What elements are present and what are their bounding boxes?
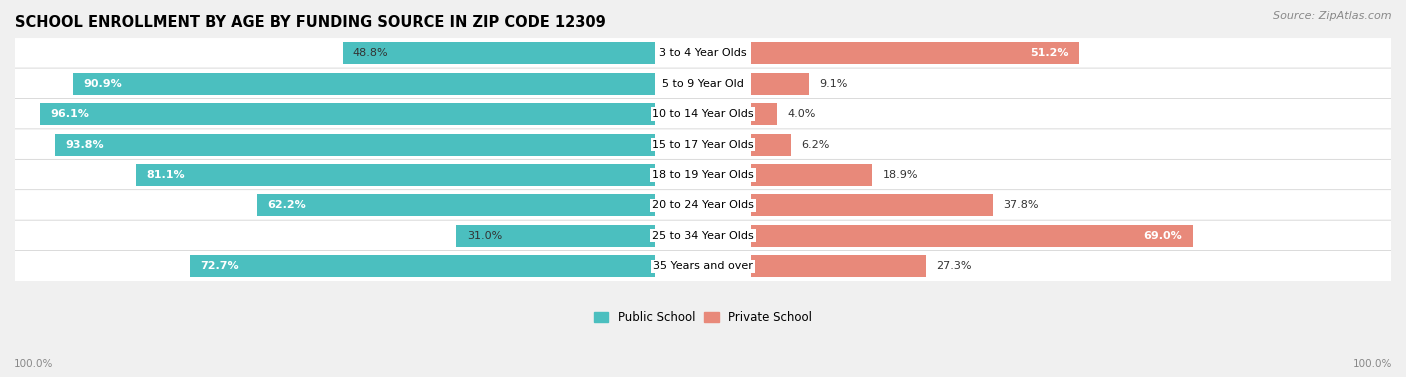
Text: 100.0%: 100.0% [14, 359, 53, 369]
Text: SCHOOL ENROLLMENT BY AGE BY FUNDING SOURCE IN ZIP CODE 12309: SCHOOL ENROLLMENT BY AGE BY FUNDING SOUR… [15, 15, 606, 30]
Text: 18 to 19 Year Olds: 18 to 19 Year Olds [652, 170, 754, 180]
FancyBboxPatch shape [4, 190, 1402, 221]
Text: 6.2%: 6.2% [801, 139, 830, 150]
Text: 25 to 34 Year Olds: 25 to 34 Year Olds [652, 231, 754, 241]
Text: 9.1%: 9.1% [820, 79, 848, 89]
Bar [751, 255, 925, 277]
Bar [751, 133, 790, 155]
FancyBboxPatch shape [4, 38, 1402, 69]
Text: Source: ZipAtlas.com: Source: ZipAtlas.com [1274, 11, 1392, 21]
Bar [751, 103, 776, 125]
Bar [55, 133, 655, 155]
FancyBboxPatch shape [4, 98, 1402, 130]
FancyBboxPatch shape [4, 68, 1402, 100]
Text: 15 to 17 Year Olds: 15 to 17 Year Olds [652, 139, 754, 150]
Bar [751, 225, 1192, 247]
Text: 27.3%: 27.3% [936, 261, 972, 271]
Text: 10 to 14 Year Olds: 10 to 14 Year Olds [652, 109, 754, 119]
Bar [343, 42, 655, 64]
Text: 90.9%: 90.9% [83, 79, 122, 89]
FancyBboxPatch shape [4, 251, 1402, 282]
Text: 35 Years and over: 35 Years and over [652, 261, 754, 271]
Text: 4.0%: 4.0% [787, 109, 815, 119]
Bar [751, 195, 993, 216]
Legend: Public School, Private School: Public School, Private School [589, 307, 817, 329]
Text: 37.8%: 37.8% [1004, 201, 1039, 210]
Text: 62.2%: 62.2% [267, 201, 307, 210]
Text: 100.0%: 100.0% [1353, 359, 1392, 369]
Bar [136, 164, 655, 186]
Text: 69.0%: 69.0% [1143, 231, 1182, 241]
Text: 5 to 9 Year Old: 5 to 9 Year Old [662, 79, 744, 89]
Text: 72.7%: 72.7% [200, 261, 239, 271]
Text: 3 to 4 Year Olds: 3 to 4 Year Olds [659, 48, 747, 58]
Bar [751, 42, 1078, 64]
Text: 18.9%: 18.9% [883, 170, 918, 180]
Text: 51.2%: 51.2% [1031, 48, 1069, 58]
Bar [751, 164, 872, 186]
Text: 81.1%: 81.1% [146, 170, 184, 180]
Bar [751, 73, 810, 95]
Text: 48.8%: 48.8% [353, 48, 388, 58]
Bar [73, 73, 655, 95]
FancyBboxPatch shape [4, 159, 1402, 191]
Bar [190, 255, 655, 277]
Text: 96.1%: 96.1% [51, 109, 89, 119]
Text: 93.8%: 93.8% [65, 139, 104, 150]
Text: 31.0%: 31.0% [467, 231, 502, 241]
Text: 20 to 24 Year Olds: 20 to 24 Year Olds [652, 201, 754, 210]
Bar [39, 103, 655, 125]
Bar [457, 225, 655, 247]
FancyBboxPatch shape [4, 220, 1402, 251]
Bar [257, 195, 655, 216]
FancyBboxPatch shape [4, 129, 1402, 160]
